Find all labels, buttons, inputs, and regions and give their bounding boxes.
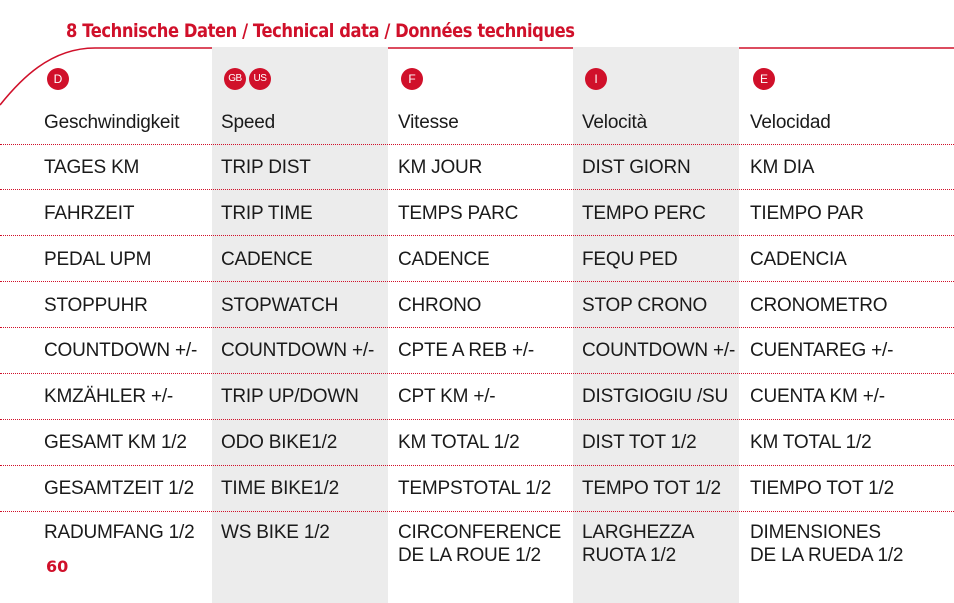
table-cell-line: DIMENSIONES bbox=[750, 522, 881, 543]
table-cell: TIEMPO PAR bbox=[750, 203, 864, 224]
table-cell: DIST GIORN bbox=[582, 157, 691, 178]
table-cell: ODO BIKE1/2 bbox=[221, 432, 338, 453]
table-cell: DIMENSIONES DE LA RUEDA 1/2 bbox=[750, 521, 903, 567]
table-cell: GESAMTZEIT 1/2 bbox=[44, 478, 194, 499]
table-cell: TEMPO TOT 1/2 bbox=[582, 478, 721, 499]
table-cell: CHRONO bbox=[398, 295, 482, 316]
column-stripe-gb bbox=[212, 47, 388, 603]
table-cell-line: RADUMFANG 1/2 bbox=[44, 522, 195, 543]
table-cell: COUNTDOWN +/- bbox=[221, 340, 375, 361]
table-cell: TIME BIKE1/2 bbox=[221, 478, 339, 499]
table-cell: STOP CRONO bbox=[582, 295, 708, 316]
table-cell: PEDAL UPM bbox=[44, 249, 152, 270]
row-divider bbox=[0, 465, 954, 466]
table-cell: KM JOUR bbox=[398, 157, 483, 178]
table-cell: TRIP DIST bbox=[221, 157, 311, 178]
row-divider bbox=[0, 327, 954, 328]
row-divider bbox=[0, 281, 954, 282]
table-cell: LARGHEZZA RUOTA 1/2 bbox=[582, 521, 694, 567]
table-cell: CPT KM +/- bbox=[398, 386, 496, 407]
table-cell: FAHRZEIT bbox=[44, 203, 135, 224]
table-cell: KM TOTAL 1/2 bbox=[398, 432, 520, 453]
table-cell: TRIP UP/DOWN bbox=[221, 386, 359, 407]
table-cell: TIEMPO TOT 1/2 bbox=[750, 478, 894, 499]
table-cell: CIRCONFERENCE DE LA ROUE 1/2 bbox=[398, 521, 561, 567]
table-cell: KM TOTAL 1/2 bbox=[750, 432, 872, 453]
table-cell: CUENTAREG +/- bbox=[750, 340, 894, 361]
table-cell: STOPWATCH bbox=[221, 295, 339, 316]
column-stripe-i bbox=[573, 47, 739, 603]
table-cell: RADUMFANG 1/2 bbox=[44, 521, 195, 544]
row-divider bbox=[0, 511, 954, 512]
column-header: Geschwindigkeit bbox=[44, 112, 180, 133]
table-cell: CRONOMETRO bbox=[750, 295, 888, 316]
language-badge-i: I bbox=[585, 68, 607, 90]
table-cell: DIST TOT 1/2 bbox=[582, 432, 697, 453]
language-flags: GB US bbox=[224, 68, 271, 90]
row-divider bbox=[0, 419, 954, 420]
table-cell: COUNTDOWN +/- bbox=[44, 340, 198, 361]
table-cell: TAGES KM bbox=[44, 157, 140, 178]
row-divider bbox=[0, 373, 954, 374]
language-flags: D bbox=[47, 68, 69, 90]
table-cell: KMZÄHLER +/- bbox=[44, 386, 174, 407]
table-cell: CADENCIA bbox=[750, 249, 847, 270]
language-badge-d: D bbox=[47, 68, 69, 90]
column-header: Velocidad bbox=[750, 112, 831, 133]
table-cell: DISTGIOGIU /SU bbox=[582, 386, 729, 407]
table-cell: COUNTDOWN +/- bbox=[582, 340, 736, 361]
table-cell-line: DE LA RUEDA 1/2 bbox=[750, 545, 904, 566]
row-divider bbox=[0, 144, 954, 145]
language-flags: F bbox=[401, 68, 423, 90]
column-header: Velocità bbox=[582, 112, 647, 133]
language-badge-gb: GB bbox=[224, 68, 246, 90]
table-cell: KM DIA bbox=[750, 157, 815, 178]
table-cell: STOPPUHR bbox=[44, 295, 148, 316]
language-badge-e: E bbox=[753, 68, 775, 90]
section-heading: 8 Technische Daten / Technical data / Do… bbox=[66, 20, 575, 42]
table-cell: TEMPSTOTAL 1/2 bbox=[398, 478, 552, 499]
table-cell: WS BIKE 1/2 bbox=[221, 521, 330, 544]
column-header: Speed bbox=[221, 112, 275, 133]
table-cell-line: LARGHEZZA bbox=[582, 522, 695, 543]
table-cell: CADENCE bbox=[221, 249, 313, 270]
language-badge-us: US bbox=[249, 68, 271, 90]
table-cell-line: RUOTA 1/2 bbox=[582, 545, 676, 566]
table-cell: FEQU PED bbox=[582, 249, 678, 270]
table-cell-line: DE LA ROUE 1/2 bbox=[398, 545, 541, 566]
table-cell: CPTE A REB +/- bbox=[398, 340, 535, 361]
page-number: 60 bbox=[46, 557, 69, 576]
row-divider bbox=[0, 189, 954, 190]
table-cell-line: WS BIKE 1/2 bbox=[221, 522, 330, 543]
table-cell: GESAMT KM 1/2 bbox=[44, 432, 187, 453]
row-divider bbox=[0, 235, 954, 236]
language-flags: I bbox=[585, 68, 607, 90]
table-cell: TEMPS PARC bbox=[398, 203, 519, 224]
column-header: Vitesse bbox=[398, 112, 459, 133]
table-cell-line: CIRCONFERENCE bbox=[398, 522, 562, 543]
table-frame bbox=[0, 47, 954, 106]
table-cell: TRIP TIME bbox=[221, 203, 313, 224]
language-badge-f: F bbox=[401, 68, 423, 90]
language-flags: E bbox=[753, 68, 775, 90]
table-cell: CUENTA KM +/- bbox=[750, 386, 885, 407]
table-cell: TEMPO PERC bbox=[582, 203, 706, 224]
table-cell: CADENCE bbox=[398, 249, 490, 270]
